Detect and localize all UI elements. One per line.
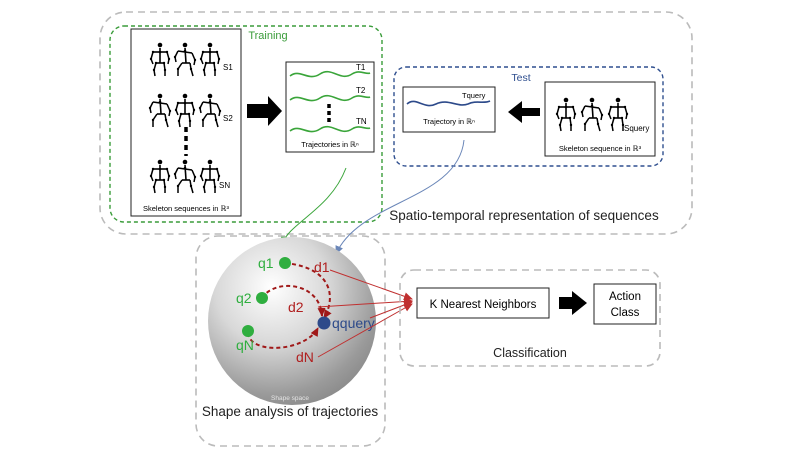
geodesic-q1 — [284, 262, 332, 319]
point-q2 — [256, 292, 268, 304]
point-label-qn: qN — [236, 337, 254, 353]
test-arrow-icon — [508, 101, 540, 123]
trajectory-label-t1: T1 — [356, 63, 366, 72]
query-trajectory-panel — [402, 86, 496, 133]
action-class-box — [593, 283, 657, 325]
trajectory-label-t2: T2 — [356, 86, 366, 95]
action-class-line-2: Class — [611, 307, 640, 319]
query-skeleton-panel — [544, 81, 656, 157]
point-query — [317, 316, 331, 330]
spatio-temporal-region — [99, 11, 693, 235]
knn-box — [416, 287, 550, 319]
dn-to-knn-arrow — [317, 303, 413, 358]
training-to-shape-connector — [280, 167, 347, 245]
trajectories-caption: Trajectories in ℝⁿ — [301, 140, 359, 149]
point-qn — [242, 325, 254, 337]
point-label-q1: q1 — [258, 255, 274, 271]
d1-to-knn-arrow — [329, 269, 413, 301]
trajectory-curve-tn — [289, 125, 371, 133]
shape-analysis-region — [195, 235, 386, 447]
query-trajectory-curve — [406, 100, 491, 107]
point-q1 — [279, 257, 291, 269]
spatio-temporal-caption: Spatio-temporal representation of sequen… — [389, 208, 659, 223]
query-skeleton-caption: Skeleton sequence in ℝ³ — [559, 144, 642, 153]
query-trajectory-caption: Trajectory in ℝⁿ — [423, 117, 475, 126]
shape-space-sphere — [208, 237, 376, 405]
classification-region — [399, 269, 661, 367]
geodesic-qn — [247, 327, 319, 349]
d2-to-knn-arrow — [317, 297, 413, 308]
skeleton-sequences-caption: Skeleton sequences in ℝ³ — [143, 204, 229, 213]
shape-analysis-caption: Shape analysis of trajectories — [202, 404, 379, 419]
point-label-q2: q2 — [236, 290, 252, 306]
training-box — [109, 25, 383, 223]
trajectory-label-tn: TN — [356, 117, 367, 126]
knn-label: K Nearest Neighbors — [430, 299, 537, 311]
query-trajectory-label: Tquery — [462, 91, 486, 100]
shape-space-caption: Shape space — [271, 395, 309, 402]
classification-caption: Classification — [493, 346, 567, 360]
query-skeleton-label: Squery — [624, 124, 649, 133]
distance-label-d2: d2 — [288, 299, 304, 315]
skeleton-label-s2: S2 — [223, 114, 233, 123]
training-arrow-icon — [247, 96, 282, 126]
classification-arrow-icon — [559, 291, 587, 315]
skeleton-label-sn: SN — [219, 181, 230, 190]
trajectory-curve-t1 — [289, 70, 371, 78]
test-to-shape-connector — [335, 139, 465, 255]
trajectory-curve-t2 — [289, 94, 371, 102]
query-to-knn-arrow — [369, 301, 413, 319]
training-title: Training — [248, 30, 287, 42]
skeleton-label-s1: S1 — [223, 63, 233, 72]
distance-label-dn: dN — [296, 349, 314, 365]
geodesic-q2 — [261, 284, 326, 317]
distance-label-d1: d1 — [314, 259, 330, 275]
action-class-line-1: Action — [609, 291, 641, 303]
point-label-query: qquery — [332, 315, 375, 331]
test-box — [393, 66, 664, 167]
test-title: Test — [511, 72, 530, 84]
